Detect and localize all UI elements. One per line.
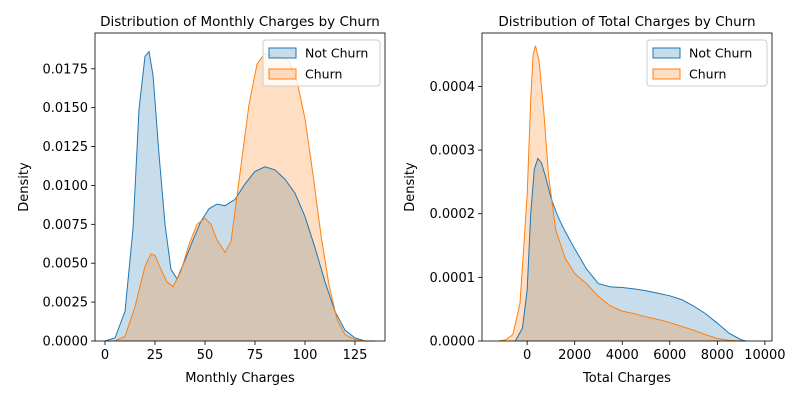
- x-tick-label: 25: [147, 348, 164, 363]
- legend: Not Churn Churn: [646, 39, 768, 87]
- y-tick-label: 0.0000: [43, 335, 89, 350]
- chart-title: Distribution of Total Charges by Churn: [498, 14, 755, 30]
- x-tick-label: 10000: [744, 348, 785, 363]
- x-tick-label: 4000: [606, 348, 639, 363]
- density-line-churn: [498, 45, 742, 342]
- chart-title: Distribution of Monthly Charges by Churn: [100, 14, 380, 30]
- y-tick-label: 0.0003: [430, 144, 476, 159]
- y-axis-label: Density: [403, 162, 418, 212]
- y-tick-label: 0.0150: [43, 101, 89, 116]
- density-line-not-churn: [104, 50, 375, 342]
- legend-label: Churn: [305, 67, 342, 82]
- x-tick-label: 0: [523, 348, 531, 363]
- x-tick-label: 2000: [558, 348, 591, 363]
- y-tick-label: 0.0175: [43, 62, 89, 77]
- legend-swatch: [652, 68, 681, 80]
- x-tick-label: 8000: [701, 348, 734, 363]
- legend-label: Not Churn: [305, 46, 368, 61]
- legend-swatch: [268, 68, 297, 80]
- legend-box: [646, 39, 768, 87]
- y-tick-label: 0.0004: [430, 80, 476, 95]
- y-axis-label: Density: [17, 162, 32, 212]
- density-area-churn: [498, 45, 742, 341]
- x-tick-label: 6000: [653, 348, 686, 363]
- y-tick-label: 0.0025: [43, 296, 89, 311]
- subplot-1: 0 25 50 75 100 125 0.0000 0.0025 0.0050 0.0075 0.0…: [17, 14, 386, 386]
- y-tick-label: 0.0050: [43, 257, 89, 272]
- legend-swatch: [652, 47, 681, 59]
- subplot-2: 0 2000 4000 6000 8000 10000 0.0000 0.0001 0.0002…: [403, 14, 786, 386]
- density-area-not-churn: [515, 158, 746, 341]
- legend-box: [262, 39, 381, 87]
- x-tick-label: 0: [101, 348, 109, 363]
- x-tick-label: 125: [343, 348, 368, 363]
- density-area-churn: [115, 53, 365, 341]
- legend: Not Churn Churn: [262, 39, 381, 87]
- legend-label: Churn: [689, 67, 726, 82]
- y-tick-label: 0.0125: [43, 140, 89, 155]
- y-tick-label: 0.0001: [430, 271, 476, 286]
- x-tick-label: 75: [247, 348, 264, 363]
- y-tick-label: 0.0075: [43, 218, 89, 233]
- y-tick-label: 0.0002: [430, 207, 476, 222]
- density-line-not-churn: [514, 157, 746, 342]
- x-axis-label: Total Charges: [582, 371, 671, 386]
- legend-label: Not Churn: [689, 46, 752, 61]
- density-area-not-churn: [105, 51, 375, 342]
- y-tick-label: 0.0100: [43, 179, 89, 194]
- density-line-churn: [114, 52, 366, 342]
- legend-swatch: [268, 47, 297, 59]
- axes-frame: [481, 32, 773, 342]
- x-axis-label: Monthly Charges: [185, 371, 295, 386]
- x-tick-label: 50: [197, 348, 214, 363]
- axes-frame: [94, 32, 386, 342]
- x-tick-label: 100: [293, 348, 318, 363]
- y-tick-label: 0.0000: [430, 335, 476, 350]
